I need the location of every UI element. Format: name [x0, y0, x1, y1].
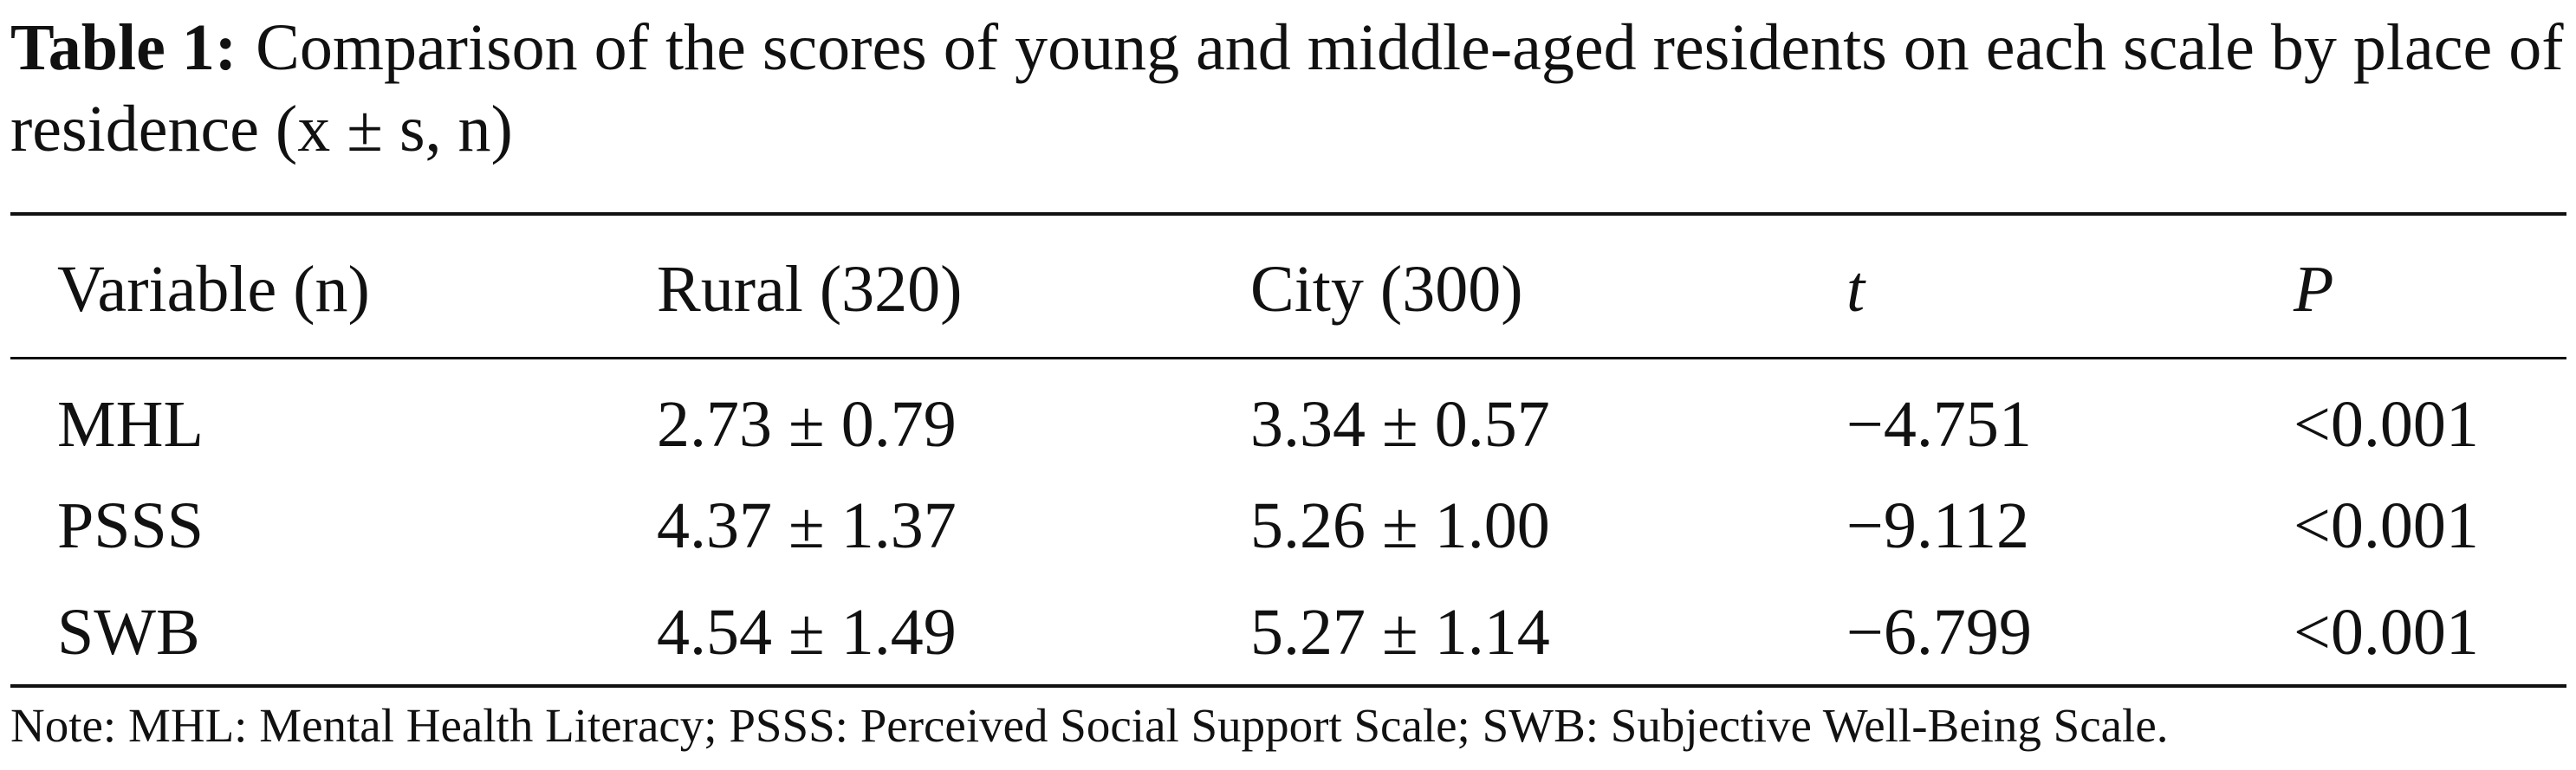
table-top-rule: [10, 212, 2566, 216]
cell-rural: 4.54 ± 1.49: [657, 596, 957, 669]
table-header-row: Variable (n) Rural (320) City (300) t P: [0, 236, 2576, 343]
table-note: Note: MHL: Mental Health Literacy; PSSS:…: [10, 699, 2169, 752]
table-row: PSSS 4.37 ± 1.37 5.26 ± 1.00 −9.112 <0.0…: [0, 472, 2576, 579]
cell-city: 5.26 ± 1.00: [1250, 489, 1550, 562]
cell-variable: SWB: [57, 596, 200, 669]
header-p: P: [2294, 253, 2334, 326]
cell-variable: PSSS: [57, 489, 204, 562]
table-header-rule: [10, 357, 2566, 359]
cell-p: <0.001: [2294, 489, 2479, 562]
header-t: t: [1846, 253, 1865, 326]
cell-p: <0.001: [2294, 388, 2479, 461]
header-rural: Rural (320): [657, 253, 963, 326]
table-label: Table 1:: [10, 11, 237, 84]
table-row: MHL 2.73 ± 0.79 3.34 ± 0.57 −4.751 <0.00…: [0, 371, 2576, 478]
table-row: SWB 4.54 ± 1.49 5.27 ± 1.14 −6.799 <0.00…: [0, 579, 2576, 686]
table-caption: Table 1: Comparison of the scores of youn…: [10, 0, 2575, 170]
cell-t: −9.112: [1846, 489, 2030, 562]
cell-p: <0.001: [2294, 596, 2479, 669]
table-caption-text: Comparison of the scores of young and mi…: [10, 11, 2564, 165]
table-bottom-rule: [10, 684, 2566, 688]
cell-city: 3.34 ± 0.57: [1250, 388, 1550, 461]
cell-t: −4.751: [1846, 388, 2032, 461]
header-variable: Variable (n): [57, 253, 370, 326]
cell-variable: MHL: [57, 388, 204, 461]
cell-rural: 2.73 ± 0.79: [657, 388, 957, 461]
cell-city: 5.27 ± 1.14: [1250, 596, 1550, 669]
cell-rural: 4.37 ± 1.37: [657, 489, 957, 562]
header-city: City (300): [1250, 253, 1523, 326]
cell-t: −6.799: [1846, 596, 2032, 669]
